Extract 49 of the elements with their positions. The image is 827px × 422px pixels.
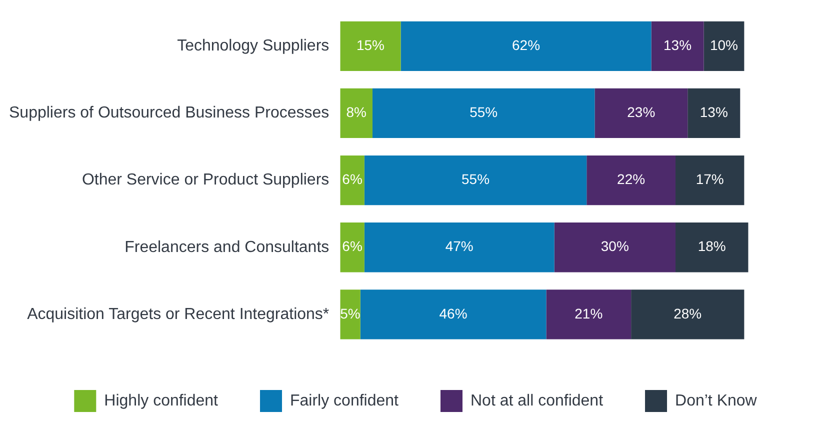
bar xyxy=(340,21,401,71)
bar xyxy=(340,222,364,272)
bar xyxy=(676,222,748,272)
bar xyxy=(340,290,360,340)
data-label: 22% xyxy=(617,171,646,188)
data-label: 8% xyxy=(346,104,366,120)
y-tick-label: Freelancers and Consultants xyxy=(124,238,330,256)
bar xyxy=(704,21,744,71)
data-label: 6% xyxy=(342,171,362,188)
data-label: 15% xyxy=(356,37,384,53)
legend-label: Fairly confident xyxy=(290,392,400,410)
data-label: 17% xyxy=(696,171,724,188)
data-label: 21% xyxy=(574,305,603,322)
bar xyxy=(594,88,688,138)
y-tick-label: Acquisition Targets or Recent Integrations* xyxy=(27,306,330,323)
bar xyxy=(360,290,546,340)
bar xyxy=(688,88,740,138)
bar xyxy=(400,21,652,71)
bar xyxy=(676,155,744,206)
data-label: 5% xyxy=(340,305,360,322)
data-label: 10% xyxy=(710,37,738,53)
data-label: 18% xyxy=(698,238,726,254)
bar xyxy=(364,155,587,206)
bar xyxy=(340,88,372,138)
data-label: 6% xyxy=(342,238,362,254)
legend-label: Don’t Know xyxy=(675,392,758,410)
y-tick-label: Suppliers of Outsourced Business Processes xyxy=(9,104,330,122)
data-label: 30% xyxy=(600,238,629,254)
bar xyxy=(651,21,704,71)
legend-label: Highly confident xyxy=(104,392,219,410)
data-label: 55% xyxy=(470,104,498,120)
y-tick-label: Technology Suppliers xyxy=(177,38,330,55)
bar xyxy=(631,290,744,340)
data-label: 62% xyxy=(512,37,540,53)
data-label: 55% xyxy=(461,171,490,188)
bar xyxy=(546,290,632,340)
data-label: 13% xyxy=(664,37,692,53)
data-label: 47% xyxy=(445,238,474,254)
data-label: 13% xyxy=(700,104,728,120)
bar xyxy=(586,155,676,206)
data-label: 46% xyxy=(439,305,468,322)
bar xyxy=(364,222,554,272)
bar xyxy=(372,88,595,138)
legend-label: Not at all confident xyxy=(470,392,604,410)
bar xyxy=(340,155,364,206)
data-label: 28% xyxy=(674,305,702,322)
data-label: 23% xyxy=(627,104,656,120)
y-tick-label: Other Service or Product Suppliers xyxy=(82,172,330,189)
bar xyxy=(554,222,676,272)
